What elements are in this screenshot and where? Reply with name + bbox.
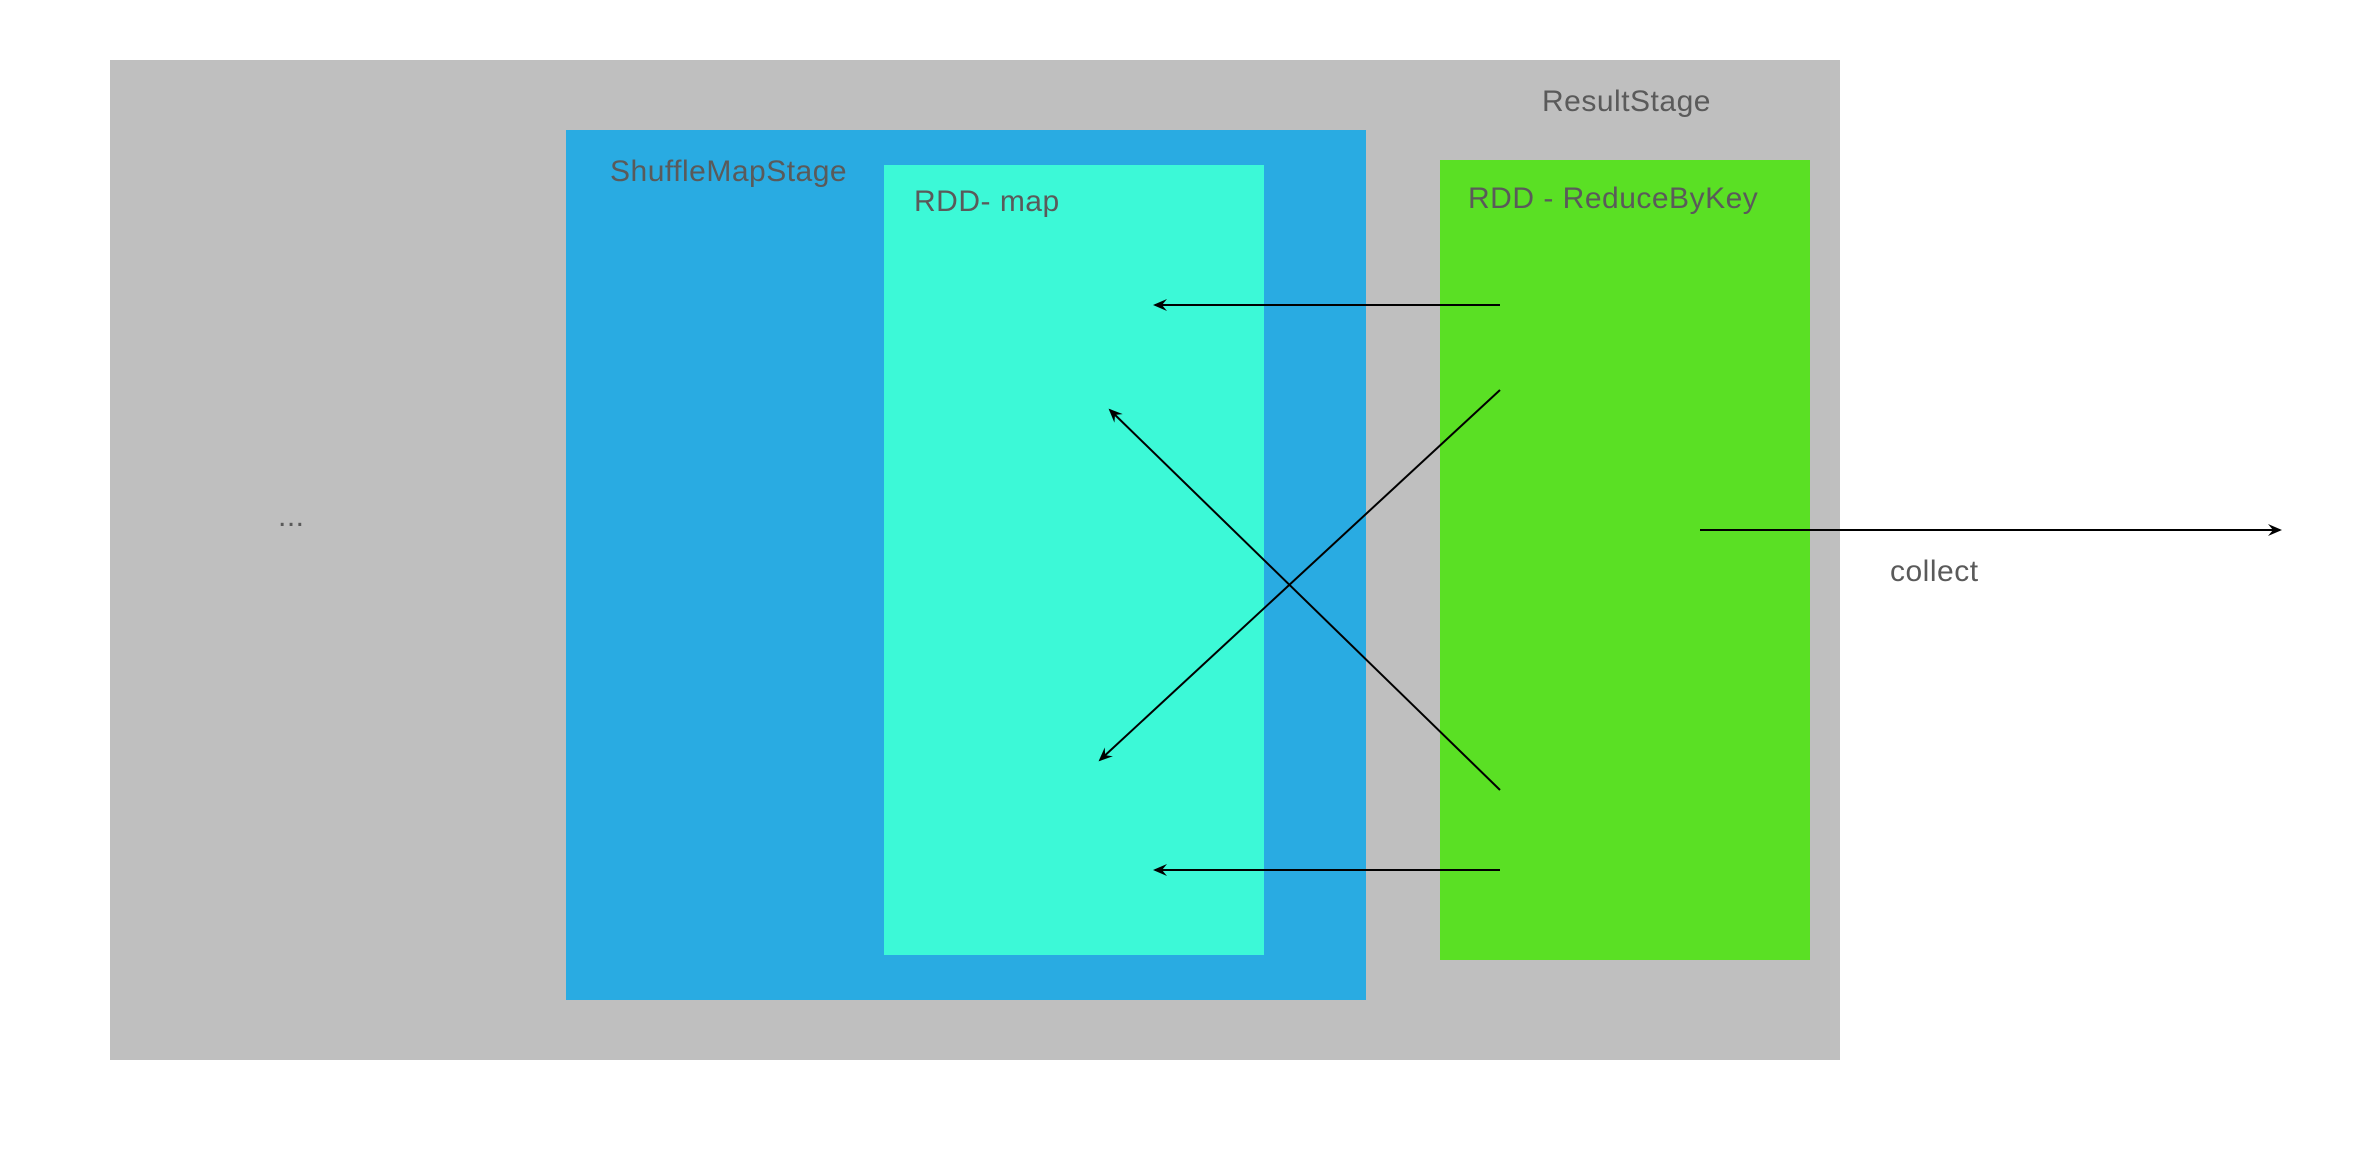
shuffle-map-stage-label: ShuffleMapStage	[610, 155, 847, 189]
rdd-reducebykey-label: RDD - ReduceByKey	[1468, 182, 1758, 216]
result-stage-label: ResultStage	[1542, 85, 1711, 119]
rdd-map-box: RDD- map	[884, 165, 1264, 955]
rdd-reducebykey-box: RDD - ReduceByKey	[1440, 160, 1810, 960]
diagram-canvas: ResultStage ShuffleMapStage RDD- map RDD…	[0, 0, 2356, 1160]
collect-label: collect	[1890, 555, 1979, 589]
ellipsis-label: ...	[278, 500, 305, 534]
rdd-map-label: RDD- map	[914, 185, 1060, 219]
